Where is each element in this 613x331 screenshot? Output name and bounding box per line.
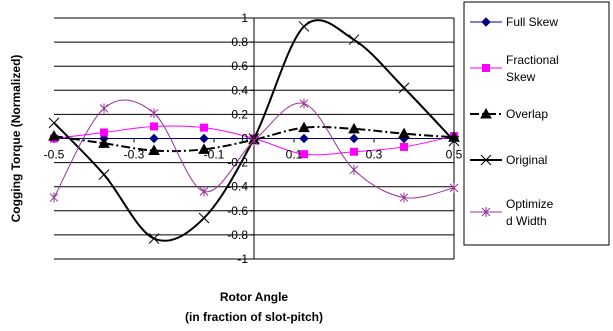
- legend-item-original: Original: [470, 153, 547, 167]
- x-axis-title-line: (in fraction of slot-pitch): [185, 310, 323, 324]
- data-point-original: [98, 169, 110, 181]
- data-point-overlap: [348, 122, 360, 134]
- legend-label: Full Skew: [506, 15, 558, 29]
- legend-label: Fractional: [506, 53, 559, 67]
- legend-label: d Width: [506, 214, 547, 228]
- data-point-overlap: [148, 144, 160, 156]
- data-point-optimized-width: [149, 108, 159, 119]
- title-layer: Cogging Torque (Normalized) Rotor Angle (i…: [9, 55, 323, 324]
- legend-label: Optimize: [506, 197, 554, 211]
- data-point-original: [298, 21, 310, 32]
- series-layer: [48, 19, 460, 244]
- legend-box: [463, 1, 610, 246]
- data-point-overlap: [48, 130, 60, 141]
- y-tick-label: -0.6: [227, 204, 248, 218]
- tick-layer: -1 -0.8 -0.6 -0.4 -0.2 0 0.2 0.4 0.6 0.8 1 -0.5 -0.3…: [44, 11, 463, 266]
- data-point-fractional-skew: [150, 122, 158, 131]
- legend-marker-overlap: [480, 107, 492, 119]
- data-point-full-skew: [149, 133, 159, 144]
- data-point-overlap: [98, 137, 110, 148]
- data-point-full-skew: [299, 133, 309, 144]
- data-point-fractional-skew: [200, 123, 208, 132]
- data-point-fractional-skew: [100, 128, 108, 137]
- legend-label: Overlap: [506, 107, 548, 121]
- legend-item-full-skew: Full Skew: [470, 15, 558, 29]
- x-axis-title-line: Rotor Angle: [220, 290, 289, 304]
- data-point-fractional-skew: [350, 147, 358, 156]
- legend-marker-optimized-width: [481, 207, 491, 217]
- y-tick-label: 0.2: [231, 107, 248, 121]
- data-point-optimized-width: [449, 182, 459, 193]
- legend-item-overlap: Overlap: [470, 107, 548, 121]
- data-point-optimized-width: [49, 192, 59, 203]
- data-point-original: [448, 135, 460, 147]
- y-tick-label: -0.4: [227, 180, 248, 194]
- y-tick-label: -0.8: [227, 228, 248, 242]
- y-tick-label: 1: [241, 11, 248, 25]
- series-line-optimized-width: [53, 99, 455, 199]
- legend-marker-full-skew: [481, 17, 491, 27]
- data-point-original: [398, 82, 410, 94]
- data-point-fractional-skew: [300, 150, 308, 159]
- legend-item-optimized-width: Optimize d Width: [470, 197, 554, 228]
- x-tick-label: 0.3: [366, 148, 383, 162]
- data-point-overlap: [198, 143, 210, 154]
- y-tick-label: -1: [237, 252, 248, 266]
- series-optimized-width: [49, 98, 459, 203]
- data-point-original: [348, 34, 360, 46]
- legend-label: Skew: [506, 70, 536, 84]
- legend-label: Original: [506, 153, 547, 167]
- data-point-original: [148, 233, 160, 244]
- legend-item-fractional-skew: Fractional Skew: [470, 53, 559, 84]
- y-tick-label: 0.4: [231, 83, 248, 97]
- data-point-fractional-skew: [400, 142, 408, 151]
- y-tick-label: -0.2: [227, 156, 248, 170]
- legend-marker-original: [480, 154, 492, 166]
- y-axis-title: Cogging Torque (Normalized): [9, 55, 23, 223]
- x-tick-label: 0.1: [286, 148, 303, 162]
- x-tick-label: -0.5: [44, 148, 65, 162]
- legend-layer: Full Skew Fractional Skew Overlap Original Op…: [463, 1, 610, 246]
- y-tick-label: 0.6: [231, 59, 248, 73]
- legend-marker-fractional-skew: [482, 64, 490, 72]
- data-point-full-skew: [199, 133, 209, 144]
- data-point-optimized-width: [299, 98, 309, 109]
- x-tick-label: -0.3: [124, 148, 145, 162]
- data-point-optimized-width: [199, 186, 209, 197]
- data-point-original: [48, 117, 60, 129]
- y-tick-label: 0: [241, 132, 248, 146]
- x-tick-label: -0.1: [204, 148, 225, 162]
- data-point-full-skew: [349, 133, 359, 144]
- x-tick-label: 0.5: [446, 148, 463, 162]
- data-point-optimized-width: [99, 103, 109, 114]
- data-point-overlap: [398, 127, 410, 139]
- data-point-original: [198, 212, 210, 224]
- data-point-optimized-width: [399, 192, 409, 203]
- data-point-optimized-width: [249, 135, 259, 146]
- data-point-optimized-width: [349, 164, 359, 175]
- data-point-overlap: [298, 121, 310, 133]
- y-tick-label: 0.8: [231, 35, 248, 49]
